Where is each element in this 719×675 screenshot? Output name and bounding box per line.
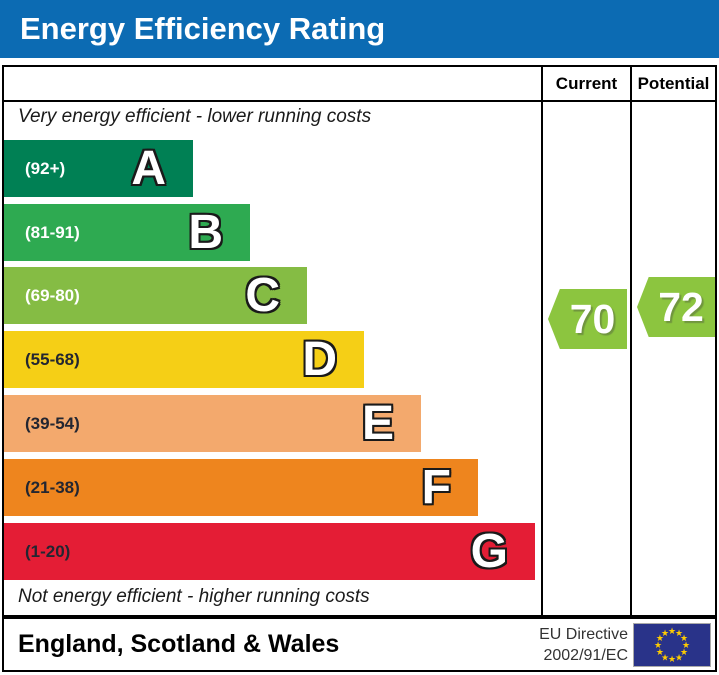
svg-text:★: ★ [661,653,669,663]
potential-column-header: Potential [637,73,710,93]
column-divider-potential [630,67,632,615]
header-row-divider [4,100,715,102]
potential-arrow: 72 [637,277,715,337]
band-row-e: (39-54) E [4,395,421,452]
band-row-a: (92+) A [4,140,193,197]
rating-chart: Current Potential Very energy efficient … [2,65,717,617]
region-label: England, Scotland & Wales [18,630,340,658]
svg-text:★: ★ [656,634,664,644]
band-range: (92+) [25,158,66,178]
eu-flag-icon: ★ ★ ★ ★ ★ ★ ★ ★ ★ ★ ★ ★ [633,623,711,667]
band-range: (39-54) [25,413,80,433]
footer-bar: England, Scotland & Wales EU Directive 2… [2,617,717,672]
band-range: (1-20) [25,541,71,561]
svg-text:★: ★ [668,627,676,637]
band-range: (21-38) [25,477,80,497]
band-letter: D [302,332,337,386]
header-bar: Energy Efficiency Rating [0,0,719,58]
current-rating-value: 70 [569,295,616,342]
band-letter: F [421,460,451,514]
bottom-note: Not energy efficient - higher running co… [18,586,370,607]
eu-directive-label: EU Directive 2002/91/EC [468,625,628,667]
band-row-c: (69-80) C [4,267,307,324]
svg-text:★: ★ [680,648,688,658]
band-letter: E [361,396,394,450]
band-letter: C [245,268,280,322]
svg-text:★: ★ [680,634,688,644]
band-row-g: (1-20) G [4,523,535,580]
svg-text:★: ★ [668,655,676,665]
band-row-f: (21-38) F [4,459,478,516]
band-range: (81-91) [25,222,80,242]
svg-text:★: ★ [675,653,683,663]
eu-directive-line2: 2002/91/EC [543,646,628,664]
column-divider-current [541,67,543,615]
band-range: (69-80) [25,285,80,305]
band-letter: B [188,205,223,259]
svg-text:★: ★ [661,629,669,639]
svg-text:★: ★ [675,629,683,639]
potential-rating-value: 72 [658,283,704,330]
current-column-header: Current [555,73,618,93]
top-note: Very energy efficient - lower running co… [18,106,372,127]
band-row-d: (55-68) D [4,331,364,388]
svg-text:★: ★ [682,641,690,651]
page-title: Energy Efficiency Rating [20,11,386,46]
band-range: (55-68) [25,349,80,369]
svg-text:★: ★ [656,648,664,658]
band-letter: A [131,141,166,195]
svg-text:★: ★ [654,641,662,651]
band-letter: G [470,524,508,578]
current-arrow: 70 [548,289,627,349]
eu-directive-line1: EU Directive [539,626,628,643]
band-row-b: (81-91) B [4,204,250,261]
